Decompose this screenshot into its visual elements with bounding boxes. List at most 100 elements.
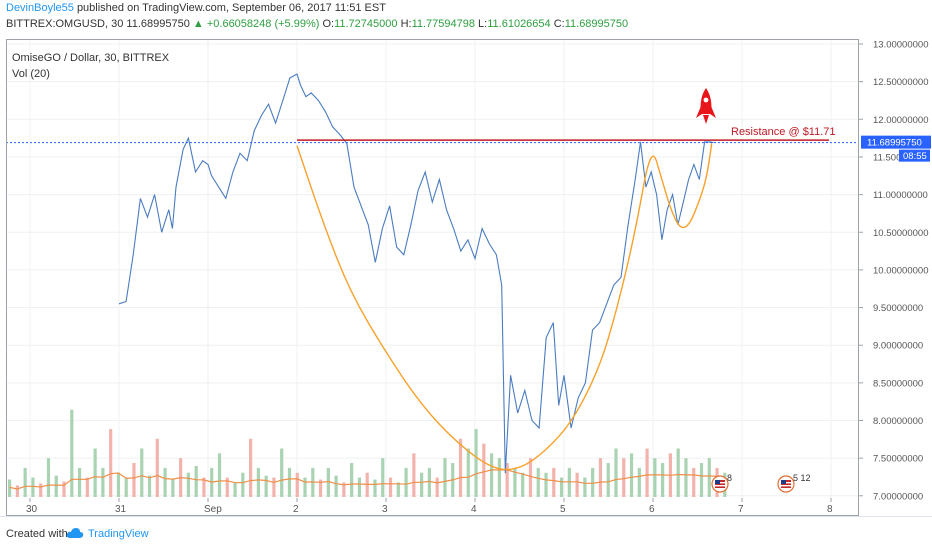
volume-bar <box>575 472 579 497</box>
last-price: 11.68995750 <box>126 18 190 30</box>
time-tick-label: 5 <box>560 504 566 515</box>
volume-bar <box>388 477 393 497</box>
volume-bar <box>692 467 696 497</box>
volume-bar <box>287 467 292 497</box>
volume-bar <box>373 479 377 497</box>
volume-bar <box>171 479 175 497</box>
volume-bar <box>342 482 346 497</box>
volume-bar <box>699 463 704 497</box>
volume-bar <box>614 448 618 497</box>
volume-indicator-label[interactable]: Vol (20) <box>12 68 50 80</box>
price-tick-label: 7.50000000 <box>873 454 923 465</box>
volume-bar <box>381 458 385 497</box>
open-value: 11.72745000 <box>334 18 398 30</box>
price-tick-label: 9.50000000 <box>873 303 923 314</box>
time-tick-label: 8 <box>827 504 833 515</box>
volume-bar <box>101 467 105 497</box>
volume-bar <box>458 438 463 497</box>
volume-bar <box>202 477 206 497</box>
volume-bar <box>466 448 470 497</box>
price-tick-label: 10.00000000 <box>873 265 928 276</box>
volume-bar <box>420 472 424 497</box>
us-flag-icon[interactable]: 8 <box>711 473 732 493</box>
volume-bar <box>23 467 27 497</box>
volume-bar <box>272 477 276 497</box>
low-value: 11.61026654 <box>487 18 551 30</box>
volume-bar <box>350 463 354 497</box>
volume-bar <box>241 472 245 497</box>
price-tick-label: 12.00000000 <box>873 115 928 126</box>
volume-bar <box>412 453 416 497</box>
volume-bar <box>490 453 494 497</box>
high-label: H: <box>400 18 412 30</box>
author-link[interactable]: DevinBoyle55 <box>6 2 74 14</box>
cup-and-handle-curve <box>296 143 713 471</box>
created-with-text: Created with <box>6 528 68 540</box>
footer: Created with TradingView <box>0 516 932 551</box>
volume-bar <box>637 467 641 497</box>
volume-bar <box>233 482 237 497</box>
us-flag-icon[interactable]: 5 12 <box>777 473 811 493</box>
rocket-fin <box>696 106 702 118</box>
price-axis: 13.0000000012.5000000012.0000000011.5000… <box>859 40 931 502</box>
time-tick-label: 3 <box>382 504 388 515</box>
resistance-label: Resistance @ $11.71 <box>731 126 836 138</box>
volume-bar <box>567 467 571 497</box>
chart-frame <box>6 39 859 516</box>
volume-bar <box>707 458 711 497</box>
time-tick-label: 6 <box>649 504 655 515</box>
volume-bar <box>217 453 222 497</box>
volume-bar <box>70 409 74 497</box>
volume-ma-line <box>9 469 725 490</box>
volume-bar <box>163 467 167 497</box>
volume-bar <box>295 472 299 497</box>
volume-bar <box>249 438 253 497</box>
countdown-text: 08:55 <box>903 151 927 162</box>
volume-bar <box>264 475 268 497</box>
volume-bar <box>583 477 587 497</box>
tradingview-link[interactable]: TradingView <box>88 528 149 540</box>
volume-bar <box>280 448 284 497</box>
volume-bar <box>653 458 657 497</box>
volume-bar <box>85 477 89 497</box>
volume-bar <box>318 479 323 497</box>
volume-bar <box>622 458 626 497</box>
time-axis: 30 31 Sep 2 3 4 5 6 7 8 <box>26 498 833 515</box>
series-title: OmiseGO / Dollar, 30, BITTREX <box>12 52 170 64</box>
flag-stripe-white <box>781 485 791 487</box>
volume-bar <box>54 475 58 497</box>
volume-bar <box>77 467 82 497</box>
price-tick-label: 11.00000000 <box>873 190 928 201</box>
volume-bar <box>513 467 517 497</box>
volume-bar <box>505 463 509 497</box>
volume-bar <box>15 485 19 497</box>
volume-bar <box>39 483 43 497</box>
volume-bar <box>147 475 152 497</box>
volume-bar <box>116 472 121 497</box>
price-tick-label: 8.50000000 <box>873 378 923 389</box>
rocket-fin <box>710 106 716 118</box>
open-label: O: <box>322 18 335 30</box>
grid <box>6 40 859 498</box>
tradingview-logo-icon <box>66 528 84 538</box>
price-tick-label: 8.00000000 <box>873 416 923 427</box>
volume-bar <box>598 458 603 497</box>
volume-bar <box>132 463 136 497</box>
price-tick-label: 13.00000000 <box>873 40 928 51</box>
price-tick-label: 9.00000000 <box>873 341 923 352</box>
volume-bar <box>109 429 113 497</box>
publish-line: DevinBoyle55 published on TradingView.co… <box>6 2 386 14</box>
time-tick-label: 31 <box>115 504 127 515</box>
volume-bar <box>62 481 66 497</box>
volume-bar <box>46 458 51 497</box>
rocket-window <box>703 97 709 103</box>
price-tick-label: 7.00000000 <box>873 491 923 502</box>
volume-bar <box>124 477 128 497</box>
close-value: 11.68995750 <box>564 18 629 30</box>
event-count: 8 <box>727 473 732 483</box>
volume-bar <box>357 477 362 497</box>
volume-bar <box>186 472 191 497</box>
countdown-tag <box>899 149 930 162</box>
volume-bar <box>521 472 525 497</box>
